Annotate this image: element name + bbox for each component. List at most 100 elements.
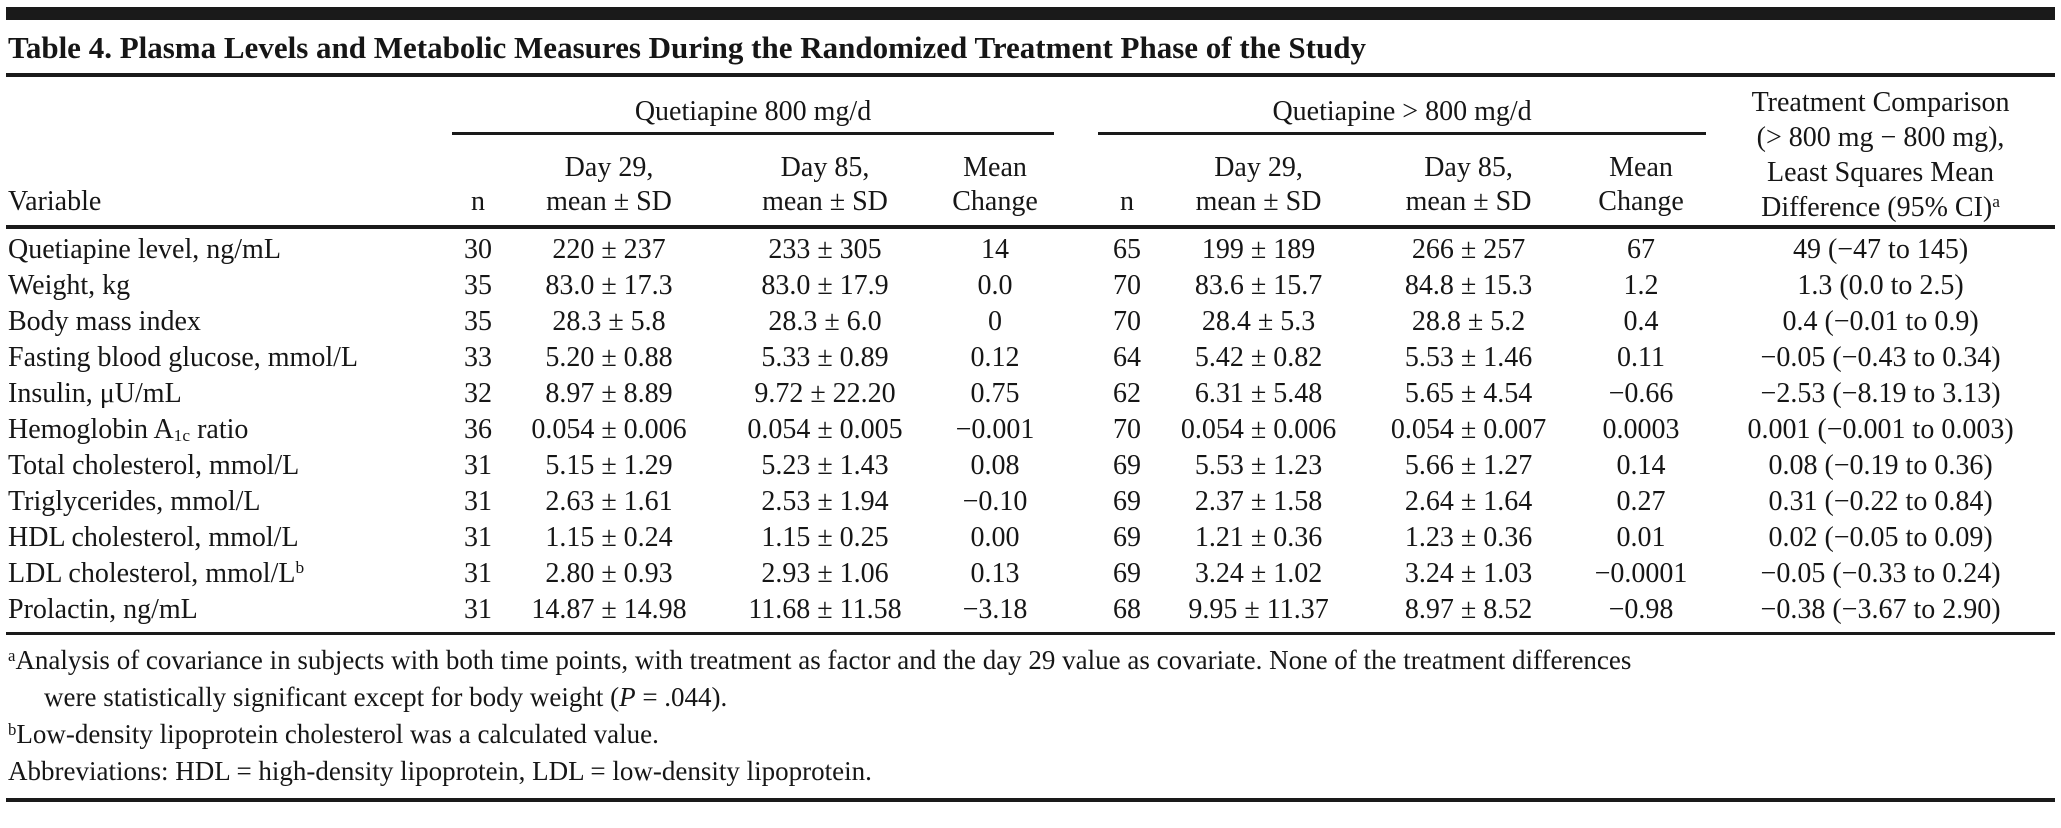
mean-change-cell: 67 (1627, 234, 1656, 265)
variable-column-spacer (6, 77, 452, 134)
day29-column-header: Day 29, mean ± SD (1156, 133, 1362, 230)
mean-sd-day85-cell: 266 ± 257 (1411, 234, 1526, 265)
mean-sd-day29-cell: 0.054 ± 0.006 (531, 414, 687, 445)
mean-sd-day29-cell: 83.0 ± 17.3 (545, 270, 673, 301)
group-gap (1054, 77, 1098, 134)
n-cell: 31 (464, 558, 492, 589)
variable-column-header: Variable (6, 133, 452, 230)
mean-change-cell: 0.08 (970, 450, 1020, 481)
mean-sd-day29-cell: 83.6 ± 15.7 (1194, 270, 1323, 301)
n-column-header: n (1098, 133, 1157, 230)
table-row: HDL cholesterol, mmol/L 31 1.15 ± 0.24 1.15… (6, 520, 2055, 556)
mean-change-cell: −0.001 (955, 414, 1035, 445)
mean-sd-day85-cell: 2.93 ± 1.06 (761, 558, 889, 589)
mean-sd-day29-cell: 5.20 ± 0.88 (545, 342, 673, 373)
mean-sd-day29-cell: 9.95 ± 11.37 (1156, 592, 1362, 635)
comparison-cell: 0.02 (−0.05 to 0.09) (1768, 522, 1993, 553)
mean-change-cell: 0.75 (970, 378, 1020, 409)
table-header: Quetiapine 800 mg/d Quetiapine > 800 mg/… (6, 77, 2056, 230)
column-gap (1054, 520, 1098, 556)
mean-sd-day85-cell: 1.15 ± 0.25 (761, 522, 889, 553)
mean-change-cell: 1.2 (1623, 270, 1659, 301)
footnote-a: aAnalysis of covariance in subjects with… (8, 645, 1632, 712)
column-gap (1054, 592, 1099, 635)
column-gap (1054, 484, 1098, 520)
n-cell: 33 (464, 342, 492, 373)
mean-sd-day29-cell: 8.97 ± 8.89 (545, 378, 673, 409)
table-row: Total cholesterol, mmol/L 31 5.15 ± 1.29 5.… (6, 448, 2055, 484)
column-gap (1054, 304, 1098, 340)
mean-sd-day85-cell: 11.68 ± 11.58 (714, 592, 936, 635)
comparison-cell: −0.38 (−3.67 to 2.90) (1706, 592, 2056, 635)
comparison-cell: 0.4 (−0.01 to 0.9) (1782, 306, 1979, 337)
n-cell: 31 (464, 522, 492, 553)
n-cell: 62 (1113, 378, 1142, 409)
mean-sd-day29-cell: 28.4 ± 5.3 (1201, 306, 1316, 337)
table-row: Fasting blood glucose, mmol/L 33 5.20 ± 0.… (6, 340, 2055, 376)
group-gap (1054, 133, 1099, 230)
mean-change-cell: −0.98 (1576, 592, 1707, 635)
title-underline-rule (6, 73, 2055, 77)
column-gap (1054, 448, 1098, 484)
column-gap (1054, 340, 1098, 376)
mean-sd-day85-cell: 5.33 ± 0.89 (761, 342, 889, 373)
column-gap (1054, 268, 1098, 304)
table-row: Prolactin, ng/mL 31 14.87 ± 14.98 11.68 ± 1… (6, 592, 2056, 635)
comparison-cell: −0.05 (−0.43 to 0.34) (1760, 342, 2001, 373)
n-cell: 31 (464, 486, 492, 517)
mean-change-cell: 0.11 (1617, 342, 1666, 373)
column-gap (1054, 556, 1098, 592)
table-row: Body mass index 35 28.3 ± 5.8 28.3 ± 6.0 0 70… (6, 304, 2055, 340)
mean-change-cell: −3.18 (936, 592, 1055, 635)
table-row: Hemoglobin A1c ratio 36 0.054 ± 0.006 0.054… (6, 412, 2055, 448)
comparison-cell: −2.53 (−8.19 to 3.13) (1760, 378, 2001, 409)
n-cell: 69 (1113, 450, 1142, 481)
table-row: Quetiapine level, ng/mL 30 220 ± 237 233 ± … (6, 227, 2055, 268)
variable-cell: Triglycerides, mmol/L (8, 486, 261, 517)
mean-sd-day85-cell: 5.23 ± 1.43 (761, 450, 889, 481)
mean-sd-day85-cell: 5.66 ± 1.27 (1404, 450, 1533, 481)
mean-sd-day29-cell: 1.15 ± 0.24 (545, 522, 673, 553)
mean-change-cell: 14 (981, 234, 1010, 265)
mean-sd-day85-cell: 2.64 ± 1.64 (1404, 486, 1533, 517)
subheader-row: Variable n Day 29, mean ± SD Day 85, mea… (6, 133, 2055, 230)
mean-sd-day29-cell: 6.31 ± 5.48 (1194, 378, 1323, 409)
comparison-cell: 1.3 (0.0 to 2.5) (1797, 270, 1964, 301)
table-title: Table 4. Plasma Levels and Metabolic Mea… (8, 30, 1366, 65)
n-cell: 65 (1113, 234, 1142, 265)
mean-change-cell: 0.13 (970, 558, 1020, 589)
n-cell: 69 (1113, 558, 1142, 589)
mean-sd-day29-cell: 5.53 ± 1.23 (1194, 450, 1323, 481)
mean-change-cell: −0.10 (962, 486, 1028, 517)
mean-sd-day85-cell: 233 ± 305 (768, 234, 882, 265)
day29-column-header: Day 29, mean ± SD (504, 133, 714, 230)
column-gap (1054, 227, 1098, 268)
mean-change-cell: 0.12 (970, 342, 1020, 373)
comparison-cell: 0.08 (−0.19 to 0.36) (1768, 450, 1993, 481)
n-cell: 31 (464, 450, 492, 481)
group-header-800mg: Quetiapine 800 mg/d (452, 77, 1055, 136)
variable-cell: Total cholesterol, mmol/L (8, 450, 300, 481)
table-row: Insulin, μU/mL 32 8.97 ± 8.89 9.72 ± 22.20 0… (6, 376, 2055, 412)
table-row: LDL cholesterol, mmol/Lb 31 2.80 ± 0.93 2.9… (6, 556, 2055, 592)
mean-sd-day85-cell: 8.97 ± 8.52 (1361, 592, 1577, 635)
table-row: Triglycerides, mmol/L 31 2.63 ± 1.61 2.53 ±… (6, 484, 2055, 520)
mean-change-cell: 0 (988, 306, 1003, 337)
mean-sd-day29-cell: 28.3 ± 5.8 (552, 306, 666, 337)
mean-sd-day29-cell: 5.15 ± 1.29 (545, 450, 673, 481)
table-body: Quetiapine level, ng/mL 30 220 ± 237 233 ± … (6, 227, 2056, 635)
mean-sd-day85-cell: 9.72 ± 22.20 (754, 378, 896, 409)
mean-sd-day85-cell: 0.054 ± 0.007 (1390, 414, 1547, 445)
variable-cell: Insulin, μU/mL (8, 378, 182, 409)
mean-change-cell: 0.14 (1616, 450, 1666, 481)
variable-cell: Weight, kg (8, 270, 131, 301)
n-cell: 36 (464, 414, 492, 445)
mean-sd-day29-cell: 0.054 ± 0.006 (1180, 414, 1337, 445)
mean-change-cell: −0.0001 (1594, 558, 1688, 589)
mean-change-cell: −0.66 (1608, 378, 1674, 409)
mean-change-cell: 0.01 (1616, 522, 1666, 553)
column-gap (1054, 376, 1098, 412)
mean-sd-day29-cell: 14.87 ± 14.98 (504, 592, 714, 635)
mean-sd-day29-cell: 5.42 ± 0.82 (1194, 342, 1323, 373)
group-header-over-800mg: Quetiapine > 800 mg/d (1098, 77, 1707, 136)
